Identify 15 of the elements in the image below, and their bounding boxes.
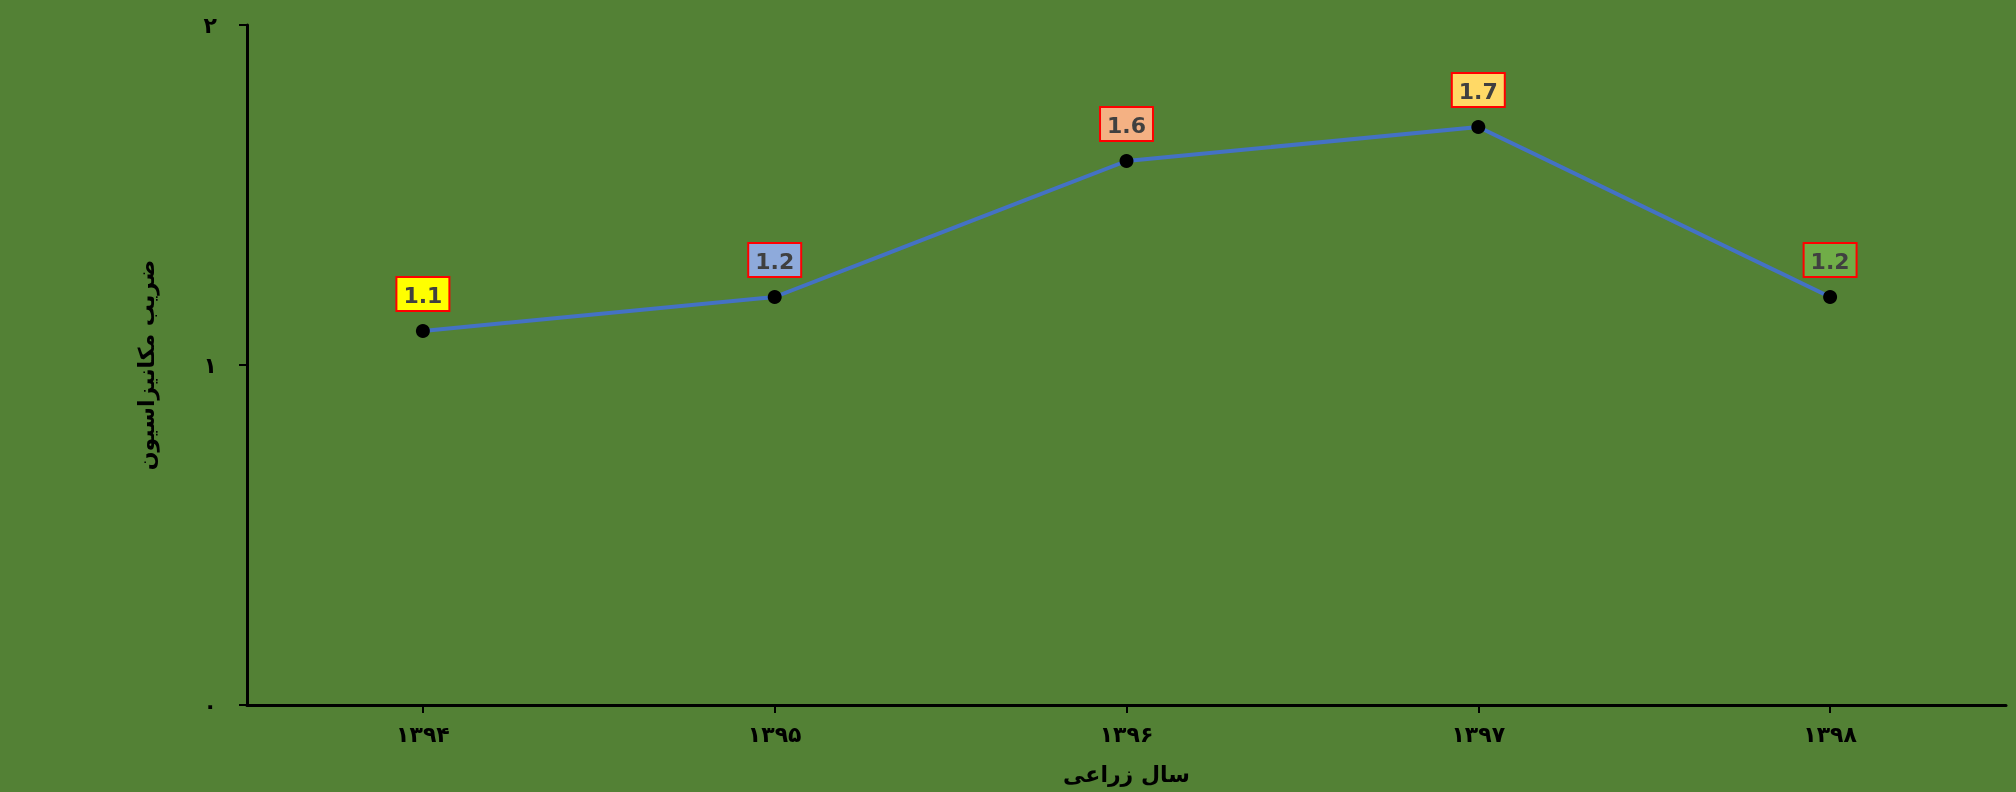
x-tick-label: ۱۳۹۷ [1451,721,1506,747]
x-tick-label: ۱۳۹۶ [1099,721,1154,747]
data-label: 1.2 [1810,248,1850,274]
x-tick-label: ۱۳۹۸ [1803,721,1858,747]
y-tick-label: ۰ [203,692,217,718]
x-tick-label: ۱۳۹۵ [747,721,802,747]
data-label: 1.1 [403,282,443,308]
data-label: 1.2 [755,248,795,274]
y-tick-label: ۱ [203,352,217,378]
x-axis-title: سال زراعی [1063,761,1190,787]
data-label: 1.6 [1107,112,1146,138]
data-label: 1.7 [1458,78,1498,104]
y-axis-title: ضریب مکانیزاسیون [133,259,160,471]
y-tick-label: ۲ [203,12,218,38]
x-tick-label: ۱۳۹۴ [396,721,450,747]
